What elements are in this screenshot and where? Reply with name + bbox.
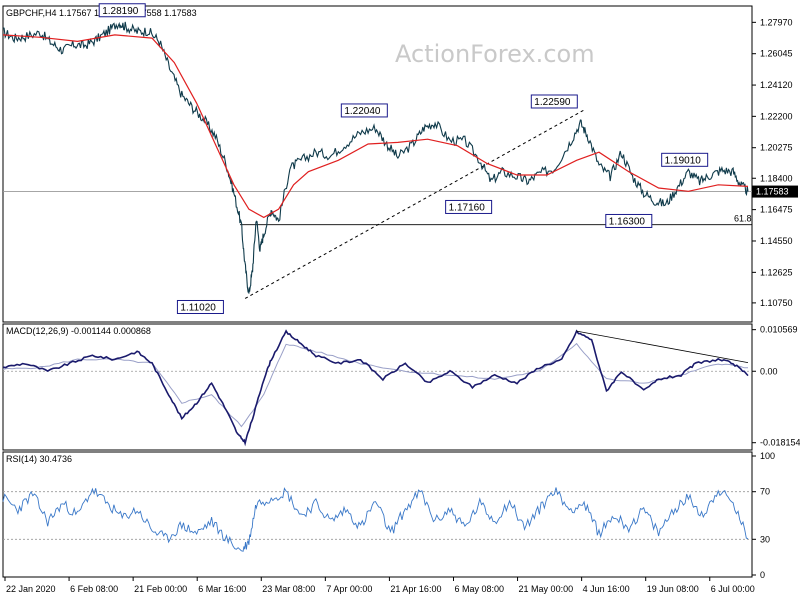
price-tick-label: 1.10750 — [760, 298, 793, 308]
price-tick-label: 1.16475 — [760, 205, 793, 215]
macd-trendline — [576, 330, 749, 363]
price-tick-label: 1.20275 — [760, 143, 793, 153]
x-tick-label: 6 Jul 00:00 — [711, 584, 755, 594]
price-tick-label: 1.12625 — [760, 267, 793, 277]
x-tick-label: 6 Mar 16:00 — [198, 584, 246, 594]
macd-tick-label: -0.018154 — [760, 438, 800, 448]
price-tick-label: 1.18400 — [760, 173, 793, 183]
x-tick-label: 6 May 08:00 — [454, 584, 504, 594]
x-tick-label: 21 Apr 16:00 — [390, 584, 441, 594]
annotation-box — [530, 94, 578, 109]
price-tick-label: 1.22200 — [760, 111, 793, 121]
x-tick-label: 23 Mar 08:00 — [262, 584, 315, 594]
annotation-box — [98, 3, 146, 18]
rsi-tick-label: 100 — [760, 451, 775, 461]
rsi-series — [2, 487, 749, 552]
rsi-header: RSI(14) 30.4736 — [6, 454, 72, 464]
annotation-box — [661, 152, 709, 167]
price-tick-label: 1.26045 — [760, 49, 793, 59]
x-tick-label: 7 Apr 00:00 — [326, 584, 372, 594]
price-panel-frame — [2, 5, 753, 323]
macd-tick-label: 0.010569 — [760, 325, 798, 335]
annotation-label: 1.28190 — [102, 6, 139, 17]
annotation-label: 1.19010 — [665, 155, 702, 166]
annotation-label: 1.16300 — [609, 216, 646, 227]
rsi-tick-label: 30 — [760, 534, 770, 544]
x-tick-label: 22 Jan 2020 — [6, 584, 56, 594]
rsi-tick-label: 70 — [760, 487, 770, 497]
annotation-label: 1.11020 — [180, 302, 216, 313]
rsi-panel: 100 70 30 0 — [2, 451, 775, 580]
fib-618-label: 61.8 — [734, 214, 752, 224]
x-tick-label: 21 Feb 00:00 — [134, 584, 187, 594]
price-panel: 1.27970 1.26045 1.24120 1.22200 1.20275 1.184… — [2, 3, 798, 314]
current-price-label: 1.17583 — [756, 187, 789, 197]
macd-header: MACD(12,26,9) -0.001144 0.000868 — [6, 326, 151, 336]
annotation-box — [340, 103, 388, 118]
annotation-box — [605, 213, 653, 228]
macd-panel: 0.010569 0.00 -0.018154 — [2, 325, 800, 448]
price-tick-label: 1.24120 — [760, 80, 793, 90]
annotation-box — [445, 199, 493, 214]
x-tick-label: 19 Jun 08:00 — [647, 584, 699, 594]
watermark: ActionForex.com — [395, 40, 595, 68]
annotation-label: 1.17160 — [449, 202, 486, 213]
current-price-box — [752, 185, 798, 198]
price-tick-label: 1.27970 — [760, 17, 793, 27]
x-axis: 22 Jan 2020 6 Feb 08:00 21 Feb 00:00 6 Mar … — [4, 577, 755, 594]
rsi-panel-frame — [2, 451, 753, 578]
annotation-label: 1.22590 — [534, 97, 571, 108]
macd-panel-frame — [2, 323, 753, 451]
price-trendline — [244, 109, 585, 299]
x-tick-label: 4 Jun 16:00 — [583, 584, 630, 594]
ma-series — [2, 34, 749, 219]
x-tick-label: 6 Feb 08:00 — [70, 584, 118, 594]
macd-signal-series — [2, 342, 749, 428]
annotation-box — [176, 299, 224, 314]
price-series — [2, 21, 749, 294]
price-tick-label: 1.14550 — [760, 236, 793, 246]
x-tick-label: 21 May 00:00 — [519, 584, 574, 594]
macd-series — [2, 329, 749, 447]
rsi-tick-label: 0 — [760, 570, 765, 580]
macd-tick-label: 0.00 — [760, 366, 778, 376]
annotation-label: 1.22040 — [344, 106, 381, 117]
